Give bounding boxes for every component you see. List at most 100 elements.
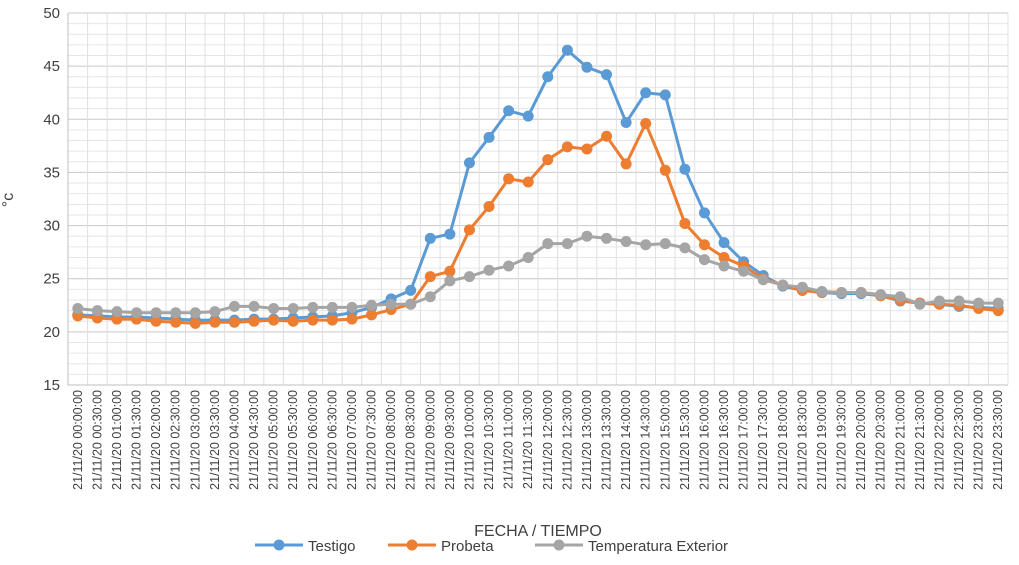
- data-point: [561, 141, 573, 153]
- data-point: [581, 143, 593, 155]
- data-point: [522, 251, 534, 263]
- data-point: [111, 306, 123, 318]
- legend-entry: Temperatura Exterior: [535, 538, 728, 555]
- x-tick-label: 21/11/20 18:30:00: [795, 390, 809, 490]
- x-tick-label: 21/11/20 22:30:00: [952, 390, 966, 490]
- y-tick-label: 15: [43, 377, 60, 394]
- data-point: [307, 301, 319, 313]
- data-point: [581, 230, 593, 242]
- data-point: [326, 301, 338, 313]
- x-tick-label: 21/11/20 16:00:00: [697, 390, 711, 490]
- x-tick-label: 21/11/20 03:00:00: [188, 390, 202, 490]
- y-tick-labels: 15 20 25 30 35 40 45 50: [43, 5, 60, 394]
- x-tick-label: 21/11/20 06:00:00: [306, 390, 320, 490]
- x-tick-label: 21/11/20 11:30:00: [521, 390, 535, 489]
- data-point: [522, 110, 534, 122]
- x-tick-label: 21/11/20 03:30:00: [208, 390, 222, 490]
- legend-label: Probeta: [441, 538, 494, 555]
- x-tick-label: 21/11/20 08:00:00: [384, 390, 398, 490]
- data-point: [601, 130, 613, 142]
- data-point: [718, 260, 730, 272]
- legend-marker: [406, 539, 418, 551]
- data-point: [620, 158, 632, 170]
- data-point: [698, 239, 710, 251]
- data-point: [542, 238, 554, 250]
- data-point: [307, 314, 319, 326]
- legend-label: Temperatura Exterior: [588, 538, 728, 555]
- data-point: [659, 238, 671, 250]
- data-point: [424, 291, 436, 303]
- data-point: [483, 200, 495, 212]
- x-tick-label: 21/11/20 13:30:00: [600, 390, 614, 490]
- data-point: [836, 287, 848, 299]
- data-point: [542, 154, 554, 166]
- data-point: [679, 217, 691, 229]
- data-point: [953, 295, 965, 307]
- data-point: [992, 297, 1004, 309]
- data-point: [561, 44, 573, 56]
- legend-entry: Probeta: [388, 538, 494, 555]
- x-tick-label: 21/11/20 07:00:00: [345, 390, 359, 490]
- y-tick-label: 35: [43, 164, 60, 181]
- data-point: [620, 236, 632, 248]
- legend-entry: Testigo: [255, 538, 356, 555]
- data-point: [463, 224, 475, 236]
- data-point: [483, 264, 495, 276]
- legend-marker: [273, 539, 285, 551]
- data-point: [875, 289, 887, 301]
- data-point: [385, 298, 397, 310]
- data-point: [463, 157, 475, 169]
- legend-label: Testigo: [308, 538, 356, 555]
- x-tick-label: 21/11/20 06:30:00: [325, 390, 339, 490]
- x-tick-label: 21/11/20 23:30:00: [991, 390, 1005, 490]
- x-tick-label: 21/11/20 09:30:00: [443, 390, 457, 490]
- grid: [67, 12, 1009, 386]
- data-point: [698, 207, 710, 219]
- data-point: [777, 279, 789, 291]
- data-point: [209, 306, 221, 318]
- data-point: [973, 297, 985, 309]
- data-point: [816, 285, 828, 297]
- x-tick-label: 21/11/20 19:30:00: [835, 390, 849, 490]
- x-tick-label: 21/11/20 15:30:00: [678, 390, 692, 490]
- y-tick-label: 30: [43, 218, 60, 235]
- data-point: [326, 314, 338, 326]
- data-point: [796, 281, 808, 293]
- data-point: [424, 232, 436, 244]
- x-tick-label: 21/11/20 23:00:00: [972, 390, 986, 490]
- data-point: [738, 265, 750, 277]
- x-tick-label: 21/11/20 04:00:00: [227, 390, 241, 490]
- data-point: [72, 302, 84, 314]
- data-point: [405, 284, 417, 296]
- data-point: [131, 307, 143, 319]
- x-tick-label: 21/11/20 09:00:00: [423, 390, 437, 490]
- x-tick-label: 21/11/20 08:30:00: [404, 390, 418, 490]
- legend-marker: [553, 539, 565, 551]
- data-point: [189, 307, 201, 319]
- data-point: [679, 242, 691, 254]
- y-tick-label: 40: [43, 111, 60, 128]
- data-point: [640, 87, 652, 99]
- x-tick-label: 21/11/20 21:00:00: [893, 390, 907, 490]
- data-point: [248, 315, 260, 327]
- x-tick-label: 21/11/20 01:30:00: [130, 390, 144, 490]
- x-tick-label: 21/11/20 20:30:00: [874, 390, 888, 490]
- x-tick-label: 21/11/20 21:30:00: [913, 390, 927, 490]
- data-point: [757, 274, 769, 286]
- x-tick-label: 21/11/20 12:00:00: [541, 390, 555, 490]
- data-point: [346, 301, 358, 313]
- data-point: [248, 300, 260, 312]
- x-tick-label: 21/11/20 02:00:00: [149, 390, 163, 490]
- data-point: [170, 316, 182, 328]
- data-point: [268, 314, 280, 326]
- x-tick-label: 21/11/20 22:00:00: [932, 390, 946, 490]
- y-axis-title: °c: [0, 193, 17, 207]
- x-tick-label: 21/11/20 11:00:00: [502, 390, 516, 489]
- x-tick-label: 21/11/20 04:30:00: [247, 390, 261, 490]
- x-tick-label: 21/11/20 00:00:00: [71, 390, 85, 490]
- data-point: [170, 307, 182, 319]
- legend: Testigo Probeta Temperatura Exterior: [255, 538, 728, 555]
- x-tick-label: 21/11/20 20:00:00: [854, 390, 868, 490]
